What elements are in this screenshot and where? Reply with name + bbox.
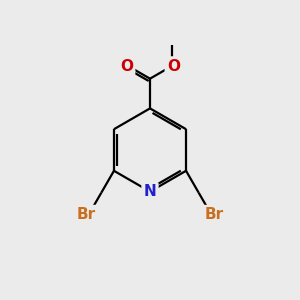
Text: O: O xyxy=(120,58,133,74)
Text: Br: Br xyxy=(76,207,95,222)
Text: Br: Br xyxy=(205,207,224,222)
Text: N: N xyxy=(144,184,156,199)
Text: O: O xyxy=(167,58,180,74)
